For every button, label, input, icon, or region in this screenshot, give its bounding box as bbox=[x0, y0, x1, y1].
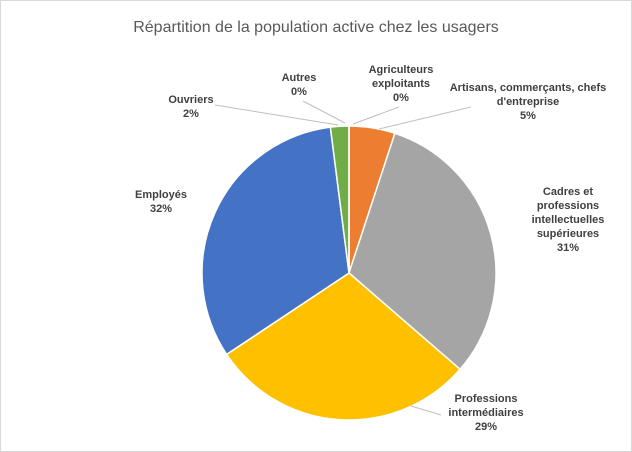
category-label: Autres bbox=[281, 72, 317, 84]
category-label: Ouvriers bbox=[168, 94, 214, 106]
category-label: Artisans, commerçants, chefs d'entrepris… bbox=[449, 82, 607, 108]
leader-line bbox=[378, 106, 472, 130]
category-label: Employés bbox=[135, 189, 187, 201]
category-label: Cadres et professions intellectuelles su… bbox=[531, 186, 605, 240]
data-label: Agriculteurs exploitants 0% bbox=[356, 63, 446, 105]
data-label: Cadres et professions intellectuelles su… bbox=[513, 185, 623, 255]
leader-line bbox=[352, 106, 400, 125]
chart-title: Répartition de la population active chez… bbox=[133, 19, 499, 36]
value-label: 31% bbox=[556, 242, 580, 254]
data-label: Professions intermédiaires 29% bbox=[436, 392, 536, 434]
data-label: Artisans, commerçants, chefs d'entrepris… bbox=[438, 81, 618, 123]
value-label: 0% bbox=[291, 86, 307, 98]
leader-line bbox=[410, 405, 442, 416]
value-label: 0% bbox=[393, 92, 409, 104]
pie-slice bbox=[348, 132, 497, 371]
value-label: 29% bbox=[474, 421, 498, 433]
leader-line bbox=[302, 100, 346, 124]
value-label: 2% bbox=[183, 108, 199, 120]
leader-line bbox=[214, 104, 339, 126]
pie-slice bbox=[225, 272, 462, 421]
category-label: Professions intermédiaires bbox=[448, 393, 524, 419]
value-label: 32% bbox=[149, 203, 173, 215]
data-label: Ouvriers 2% bbox=[156, 93, 226, 121]
pie-slice bbox=[201, 126, 350, 356]
data-label: Employés 32% bbox=[121, 188, 201, 216]
value-label: 5% bbox=[520, 110, 536, 122]
data-label: Autres 0% bbox=[269, 71, 329, 99]
category-label: Agriculteurs exploitants bbox=[368, 64, 434, 90]
